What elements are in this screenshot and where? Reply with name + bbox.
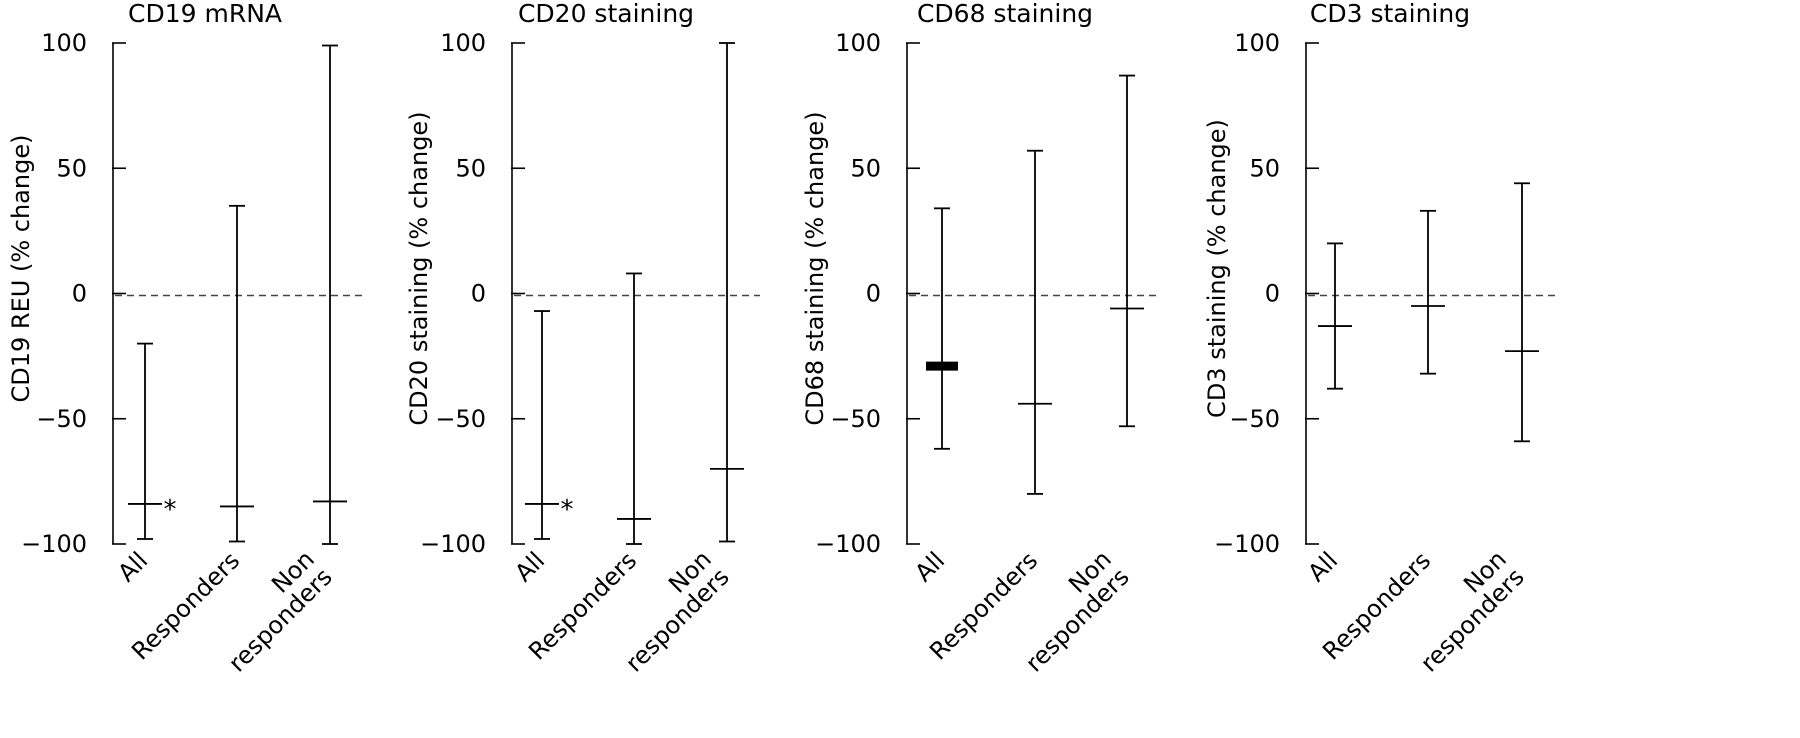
error-bar: [1110, 74, 1144, 428]
category-label: All: [509, 546, 550, 587]
y-tick-label: −50: [435, 405, 486, 433]
error-bar: [1318, 242, 1352, 390]
y-tick-label: −50: [830, 405, 881, 433]
y-tick-label: −50: [36, 405, 87, 433]
chart-title: CD3 staining: [1310, 0, 1470, 28]
error-bar: [710, 42, 744, 543]
error-bar: [1505, 182, 1539, 443]
y-tick-label: 0: [866, 280, 881, 308]
significance-star: *: [561, 495, 574, 525]
y-tick-label: 0: [72, 280, 87, 308]
y-tick-label: 50: [850, 154, 881, 182]
y-tick-label: 100: [41, 29, 87, 57]
chart-panel: CD3 staining 100 50 0 −50 −100 CD3 staining (%…: [1203, 0, 1555, 677]
y-tick-label: 50: [455, 154, 486, 182]
y-tick-label: −50: [1229, 405, 1280, 433]
category-label: All: [909, 546, 950, 587]
error-bar: [1018, 149, 1052, 495]
chart-panel: CD19 mRNA 100 50 0 −50 −100 CD19 REU (% change…: [7, 0, 362, 677]
y-tick-label: 0: [1265, 280, 1280, 308]
category-label-line: All: [909, 546, 950, 587]
y-tick-label: −100: [21, 530, 87, 558]
chart-title: CD20 staining: [518, 0, 694, 28]
chart-title: CD19 mRNA: [128, 0, 282, 28]
y-axis-label: CD20 staining (% change): [405, 111, 433, 425]
y-tick-label: 50: [56, 154, 87, 182]
error-bar: [313, 44, 347, 545]
error-bar: [220, 204, 254, 543]
y-tick-label: −100: [420, 530, 486, 558]
chart-panel: CD68 staining 100 50 0 −50 −100 CD68 staining …: [801, 0, 1158, 677]
category-label-line: All: [509, 546, 550, 587]
y-tick-label: 100: [440, 29, 486, 57]
y-tick-label: 100: [1234, 29, 1280, 57]
category-label: All: [112, 546, 153, 587]
chart-panel: CD20 staining 100 50 0 −50 −100 CD20 staining …: [405, 0, 760, 677]
y-tick-label: 100: [835, 29, 881, 57]
y-axis-label: CD68 staining (% change): [801, 111, 829, 425]
chart-title: CD68 staining: [917, 0, 1093, 28]
y-tick-label: 0: [471, 280, 486, 308]
error-bar: [926, 207, 958, 450]
error-bar: [525, 310, 559, 540]
error-bar: [128, 342, 162, 540]
category-label-line: All: [1302, 546, 1343, 587]
significance-star: *: [164, 495, 177, 525]
error-bar: [617, 272, 651, 545]
y-tick-label: −100: [1214, 530, 1280, 558]
y-axis-label: CD19 REU (% change): [7, 135, 35, 403]
category-label-line: All: [112, 546, 153, 587]
y-axis-label: CD3 staining (% change): [1203, 119, 1231, 418]
category-label: All: [1302, 546, 1343, 587]
y-tick-label: −100: [815, 530, 881, 558]
y-tick-label: 50: [1249, 154, 1280, 182]
error-bar: [1411, 209, 1445, 375]
